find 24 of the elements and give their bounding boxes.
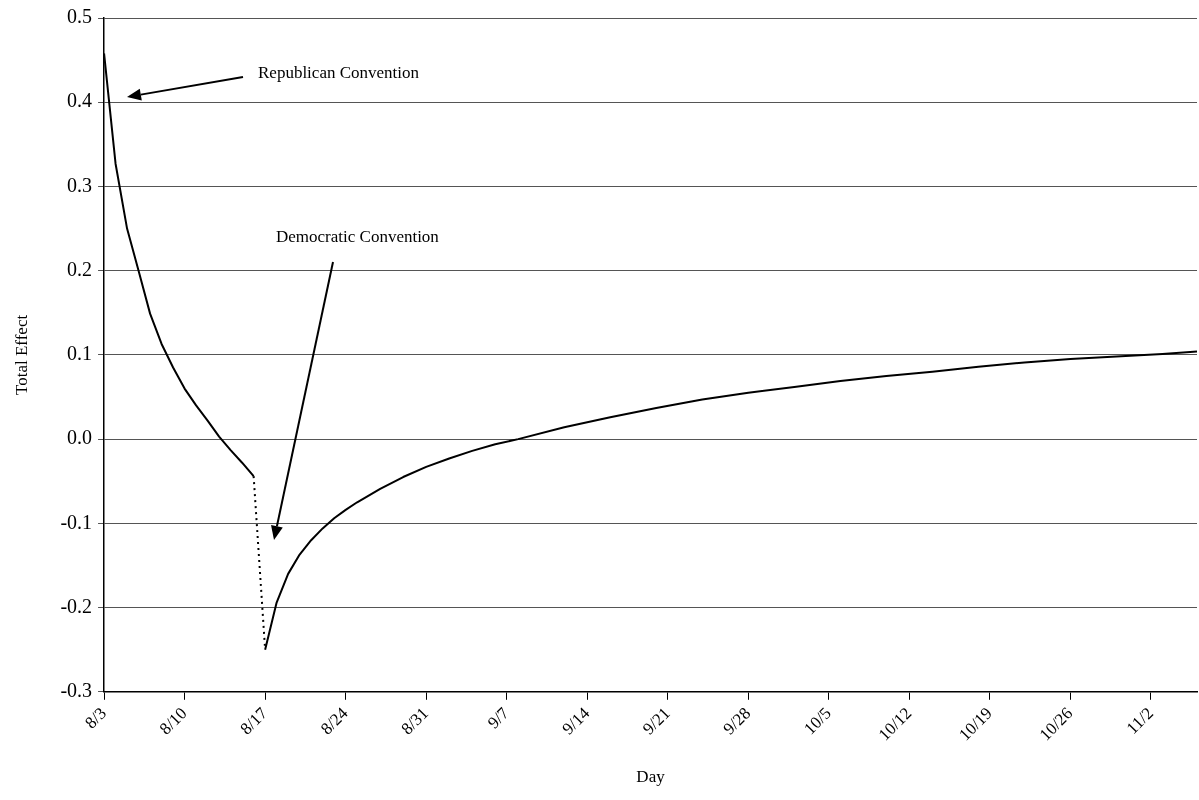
x-tick-label: 8/10 xyxy=(155,703,191,739)
y-tick-label: 0.5 xyxy=(67,5,93,28)
x-tick-label: 9/14 xyxy=(558,703,594,739)
annotation: Democratic Convention xyxy=(276,227,440,247)
x-tick-label: 8/24 xyxy=(316,703,352,739)
y-axis-title: Total Effect xyxy=(11,314,31,395)
y-tick-label: -0.1 xyxy=(60,510,93,533)
annotation: Republican Convention xyxy=(258,63,420,83)
x-tick-label: 10/5 xyxy=(800,703,835,739)
x-tick-label: 11/2 xyxy=(1122,703,1157,738)
x-axis-title: Day xyxy=(636,767,666,787)
x-tick-label: 8/17 xyxy=(236,703,272,739)
y-tick-label: 0.4 xyxy=(67,89,93,112)
x-tick-label: 9/28 xyxy=(719,703,755,739)
y-tick-label: 0.1 xyxy=(67,342,93,365)
y-tick-label: 0.3 xyxy=(67,173,93,196)
x-tick-label: 8/31 xyxy=(397,703,433,739)
y-tick-label: 0.0 xyxy=(67,426,93,449)
y-tick-label: -0.2 xyxy=(60,594,93,617)
x-tick-label: 9/21 xyxy=(638,703,674,739)
y-tick-label: -0.3 xyxy=(60,679,93,702)
x-tick-label: 9/7 xyxy=(483,703,514,733)
y-tick-label: 0.2 xyxy=(67,257,93,280)
x-tick-label: 8/3 xyxy=(81,703,111,733)
